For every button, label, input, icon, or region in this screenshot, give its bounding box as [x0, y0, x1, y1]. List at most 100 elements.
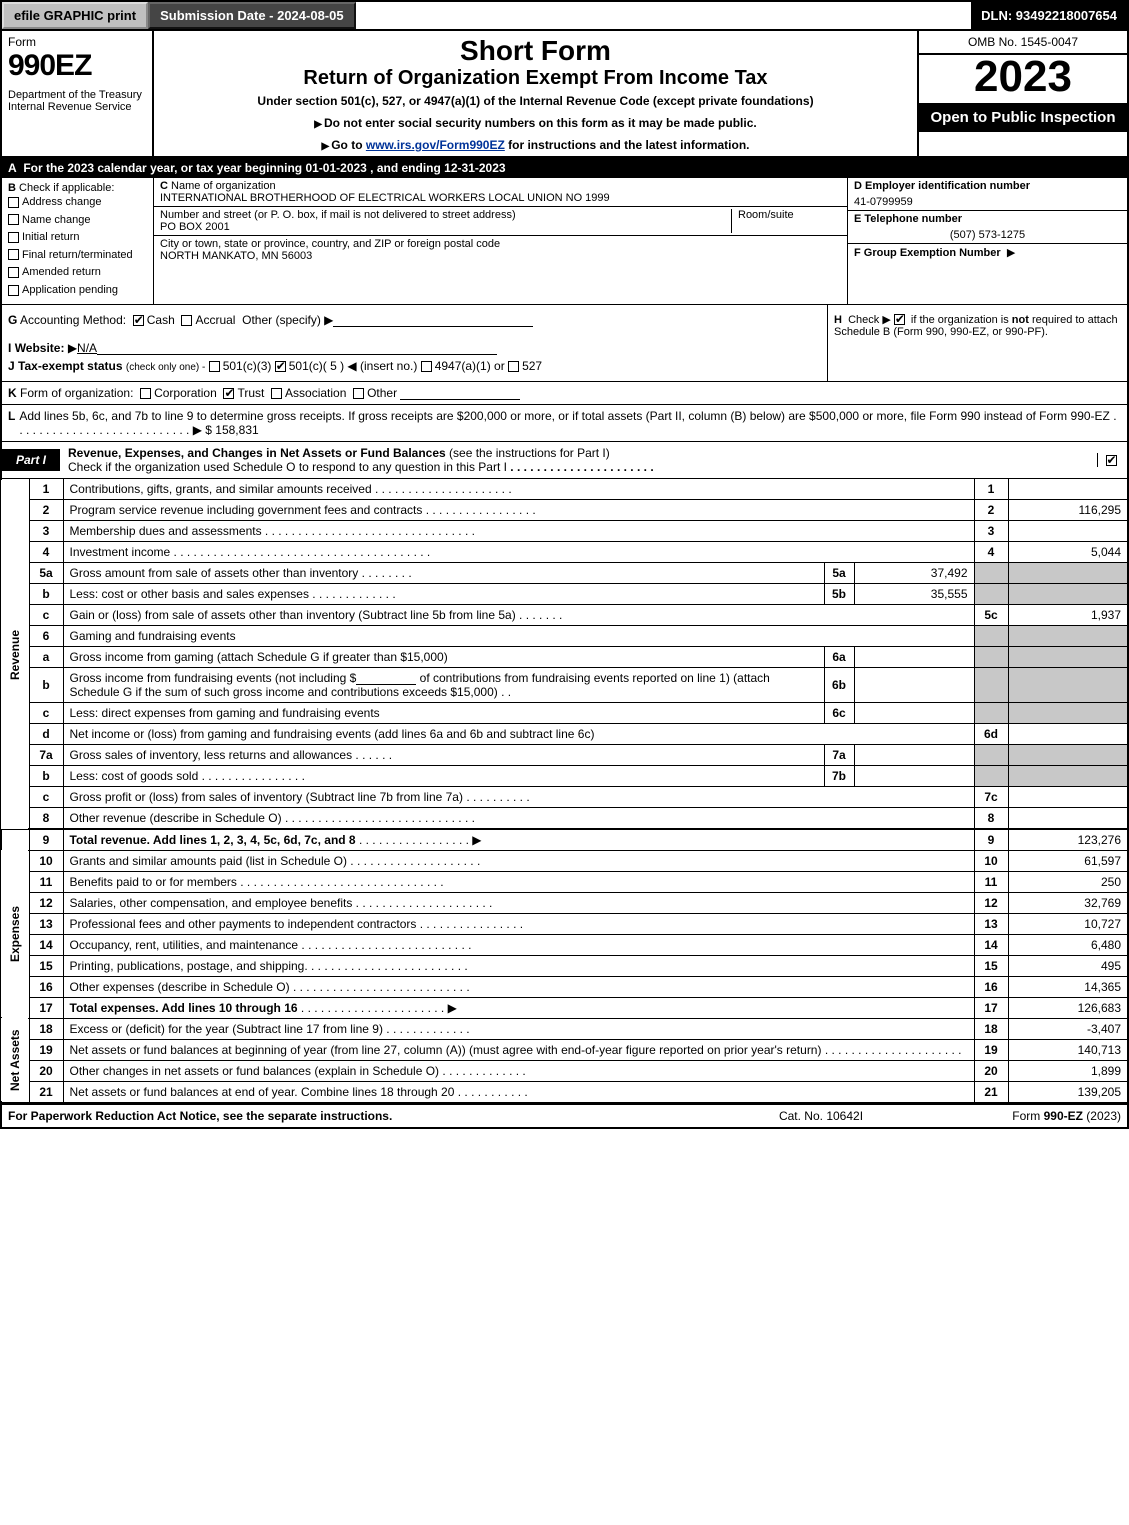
grey-cell: [1008, 744, 1128, 765]
c-city-row: City or town, state or province, country…: [154, 236, 847, 264]
part1-note: (see the instructions for Part I): [449, 446, 610, 460]
line-desc: Grants and similar amounts paid (list in…: [70, 854, 347, 868]
grey-cell: [974, 625, 1008, 646]
checkbox-icon[interactable]: [894, 314, 905, 325]
ref-num: 13: [974, 913, 1008, 934]
submission-date-button[interactable]: Submission Date - 2024-08-05: [148, 2, 356, 29]
amount: 1,937: [1008, 604, 1128, 625]
line-desc: Membership dues and assessments: [70, 524, 262, 538]
line-desc: Gross income from gaming (attach Schedul…: [63, 646, 824, 667]
checkbox-icon[interactable]: [1106, 455, 1117, 466]
k-o3: Association: [285, 386, 346, 400]
return-title: Return of Organization Exempt From Incom…: [160, 67, 911, 90]
checkbox-icon[interactable]: [133, 315, 144, 326]
subtitle: Under section 501(c), 527, or 4947(a)(1)…: [160, 94, 911, 108]
checkbox-icon[interactable]: [8, 267, 19, 278]
sub-val: [854, 646, 974, 667]
ref-num: 19: [974, 1039, 1008, 1060]
grey-cell: [1008, 667, 1128, 702]
line-num: b: [29, 667, 63, 702]
table-row: 7a Gross sales of inventory, less return…: [1, 744, 1128, 765]
spacer: [356, 2, 972, 29]
col-c: C Name of organization INTERNATIONAL BRO…: [154, 178, 847, 304]
table-row: 21 Net assets or fund balances at end of…: [1, 1081, 1128, 1102]
line-desc: Printing, publications, postage, and shi…: [70, 959, 308, 973]
line-num: 1: [29, 479, 63, 500]
line-num: c: [29, 604, 63, 625]
instr-link: Go to www.irs.gov/Form990EZ for instruct…: [160, 138, 911, 152]
footer-cat: Cat. No. 10642I: [721, 1109, 921, 1123]
revenue-side-label: Revenue: [1, 479, 29, 829]
amount: -3,407: [1008, 1018, 1128, 1039]
website-val: N/A: [77, 341, 97, 355]
line-num: 21: [29, 1081, 63, 1102]
netassets-side-label: Net Assets: [1, 1018, 29, 1102]
row-a: A For the 2023 calendar year, or tax yea…: [0, 158, 1129, 178]
j-o3: 4947(a)(1) or: [435, 359, 505, 373]
line-desc: Net assets or fund balances at beginning…: [70, 1043, 822, 1057]
checkbox-icon[interactable]: [181, 315, 192, 326]
ref-num: 14: [974, 934, 1008, 955]
header-center: Short Form Return of Organization Exempt…: [154, 31, 917, 156]
line-desc: Less: direct expenses from gaming and fu…: [63, 702, 824, 723]
line-desc: Net income or (loss) from gaming and fun…: [63, 723, 974, 744]
ref-num: 12: [974, 892, 1008, 913]
irs-link[interactable]: www.irs.gov/Form990EZ: [366, 138, 505, 152]
org-name: INTERNATIONAL BROTHERHOOD OF ELECTRICAL …: [160, 192, 610, 204]
amount: [1008, 520, 1128, 541]
checkbox-icon[interactable]: [209, 361, 220, 372]
table-row: c Less: direct expenses from gaming and …: [1, 702, 1128, 723]
line-desc: Program service revenue including govern…: [70, 503, 423, 517]
footer-right: Form 990-EZ (2023): [921, 1109, 1121, 1123]
line-num: 6: [29, 625, 63, 646]
line-num: c: [29, 786, 63, 807]
g-cash: Cash: [147, 313, 175, 327]
ref-num: 1: [974, 479, 1008, 500]
checkbox-icon[interactable]: [8, 249, 19, 260]
table-row: 2 Program service revenue including gove…: [1, 499, 1128, 520]
line-desc: Gross amount from sale of assets other t…: [70, 566, 359, 580]
h-mid: if the organization is: [911, 314, 1012, 326]
j-o2: 501(c)( 5 ): [289, 359, 344, 373]
g-row: G Accounting Method: Cash Accrual Other …: [8, 313, 821, 327]
line-desc: Less: cost of goods sold: [70, 769, 199, 783]
checkbox-icon[interactable]: [353, 388, 364, 399]
instr2-post: for instructions and the latest informat…: [505, 138, 750, 152]
checkbox-icon[interactable]: [8, 232, 19, 243]
efile-print-button[interactable]: efile GRAPHIC print: [2, 2, 148, 29]
c-name-lbl: Name of organization: [171, 180, 276, 192]
grey-cell: [1008, 583, 1128, 604]
checkbox-icon[interactable]: [140, 388, 151, 399]
part1-title: Revenue, Expenses, and Changes in Net As…: [60, 442, 1097, 478]
top-bar: efile GRAPHIC print Submission Date - 20…: [0, 0, 1129, 31]
checkbox-icon[interactable]: [8, 214, 19, 225]
line-num: 12: [29, 892, 63, 913]
grey-cell: [974, 744, 1008, 765]
expenses-side-label: Expenses: [1, 850, 29, 1018]
d-hdr: D Employer identification number: [848, 178, 1127, 194]
g-other: Other (specify): [242, 313, 321, 327]
dln-label: DLN: 93492218007654: [971, 2, 1127, 29]
financial-table: Revenue 1 Contributions, gifts, grants, …: [0, 479, 1129, 1103]
checkbox-icon[interactable]: [223, 388, 234, 399]
amount: 250: [1008, 871, 1128, 892]
chk-final: Final return/terminated: [8, 247, 147, 265]
form-number: 990EZ: [8, 49, 146, 83]
checkbox-icon[interactable]: [8, 197, 19, 208]
amount: 139,205: [1008, 1081, 1128, 1102]
amount: 1,899: [1008, 1060, 1128, 1081]
amount: 5,044: [1008, 541, 1128, 562]
checkbox-icon[interactable]: [8, 285, 19, 296]
table-row: 20 Other changes in net assets or fund b…: [1, 1060, 1128, 1081]
checkbox-icon[interactable]: [271, 388, 282, 399]
grey-cell: [1008, 646, 1128, 667]
grey-cell: [974, 667, 1008, 702]
checkbox-icon[interactable]: [275, 361, 286, 372]
amount: 123,276: [1008, 829, 1128, 851]
instr-ssn: Do not enter social security numbers on …: [160, 116, 911, 130]
sub-val: [854, 667, 974, 702]
checkbox-icon[interactable]: [508, 361, 519, 372]
checkbox-icon[interactable]: [421, 361, 432, 372]
header-left: Form 990EZ Department of the Treasury In…: [2, 31, 154, 156]
table-row: Expenses 10 Grants and similar amounts p…: [1, 850, 1128, 871]
